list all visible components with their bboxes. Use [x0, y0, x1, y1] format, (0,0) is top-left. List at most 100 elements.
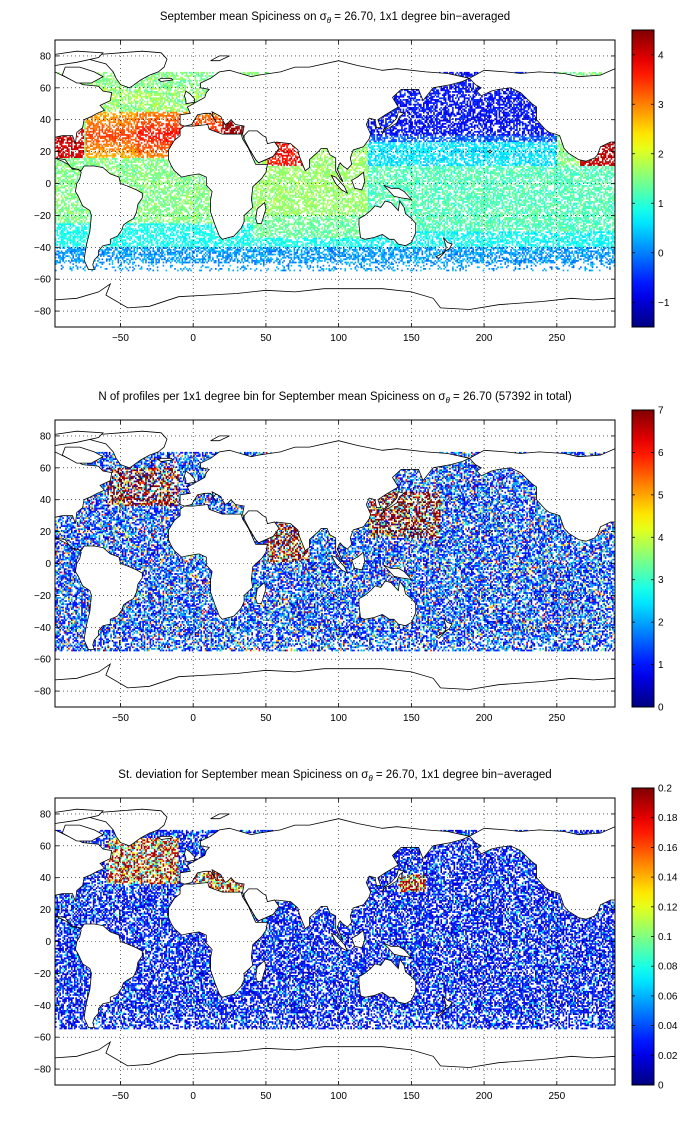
heatmap-cell [431, 121, 434, 124]
heatmap-cell [153, 87, 156, 90]
heatmap-cell [396, 121, 399, 124]
heatmap-cell [527, 132, 530, 135]
heatmap-cell [447, 95, 450, 98]
heatmap-cell [156, 121, 159, 124]
heatmap-cell [174, 130, 176, 133]
heatmap-cell [119, 138, 121, 141]
heatmap-cell [185, 75, 188, 77]
heatmap-cell [452, 91, 454, 93]
heatmap-cell [373, 124, 376, 127]
heatmap-cell [551, 140, 553, 143]
heatmap-cell [386, 129, 389, 132]
heatmap-cell [452, 95, 454, 98]
heatmap-cell [485, 110, 488, 112]
heatmap-cell [233, 129, 236, 132]
heatmap-cell [530, 134, 533, 136]
heatmap-cell [489, 98, 492, 101]
heatmap-cell [463, 95, 466, 98]
heatmap-cell [155, 111, 157, 114]
heatmap-cell [513, 132, 515, 135]
heatmap-cell [159, 81, 162, 84]
heatmap-cell [411, 106, 413, 109]
heatmap-cell [494, 122, 496, 125]
heatmap-cell [479, 105, 482, 108]
heatmap-cell [409, 142, 412, 144]
heatmap-cell [505, 143, 508, 146]
heatmap-cell [193, 71, 195, 74]
heatmap-cell [127, 121, 130, 124]
heatmap-cell [167, 86, 169, 88]
heatmap-cell [452, 94, 454, 96]
heatmap-cell [155, 79, 157, 82]
heatmap-cell [113, 148, 115, 151]
heatmap-cell [286, 143, 288, 146]
heatmap-cell [108, 86, 111, 88]
heatmap-cell [408, 100, 411, 103]
heatmap-cell [459, 83, 461, 85]
heatmap-cell [444, 126, 447, 128]
heatmap-cell [443, 102, 445, 104]
heatmap-cell [444, 122, 447, 125]
heatmap-cell [101, 83, 104, 85]
heatmap-cell [449, 95, 451, 98]
heatmap-cell [465, 84, 467, 87]
heatmap-cell [546, 142, 549, 144]
heatmap-cell [401, 100, 403, 103]
heatmap-cell [492, 105, 495, 108]
heatmap-cell [167, 113, 169, 116]
heatmap-cell [414, 110, 416, 112]
heatmap-cell [129, 119, 131, 122]
heatmap-cell [440, 138, 443, 141]
heatmap-cell [498, 134, 501, 136]
heatmap-cell [457, 84, 460, 87]
heatmap-cell [201, 87, 204, 90]
heatmap-cell [492, 148, 495, 151]
heatmap-cell [476, 105, 479, 108]
heatmap-cell [511, 102, 514, 104]
heatmap-cell [440, 116, 443, 119]
heatmap-cell [447, 97, 450, 100]
heatmap-cell [395, 98, 397, 101]
heatmap-cell [423, 110, 425, 112]
heatmap-cell [505, 111, 508, 114]
heatmap-cell [603, 145, 605, 147]
heatmap-cell [133, 138, 136, 141]
heatmap-cell [503, 114, 505, 117]
heatmap-cell [529, 135, 531, 138]
heatmap-cell [143, 91, 146, 93]
heatmap-cell [164, 102, 166, 104]
heatmap-cell [92, 130, 95, 133]
heatmap-cell [497, 92, 499, 95]
heatmap-cell [108, 100, 111, 103]
heatmap-cell [510, 111, 512, 114]
heatmap-cell [393, 111, 396, 114]
heatmap-cell [519, 103, 521, 106]
heatmap-cell [159, 92, 162, 95]
heatmap-cell [466, 137, 469, 139]
heatmap-cell [453, 100, 456, 103]
heatmap-cell [478, 94, 480, 96]
heatmap-cell [519, 105, 521, 108]
heatmap-cell [398, 97, 400, 100]
heatmap-cell [459, 138, 461, 141]
heatmap-cell [233, 127, 236, 130]
heatmap-cell [98, 127, 101, 130]
heatmap-cell [114, 146, 117, 149]
heatmap-cell [491, 134, 493, 136]
heatmap-cell [514, 98, 517, 101]
heatmap-cell [191, 86, 194, 88]
heatmap-cell [121, 137, 124, 139]
heatmap-cell [401, 114, 403, 117]
heatmap-cell [124, 108, 127, 111]
heatmap-cell [457, 83, 460, 85]
heatmap-cell [603, 148, 605, 151]
heatmap-cell [68, 137, 70, 139]
heatmap-cell [425, 135, 428, 138]
heatmap-cell [488, 100, 491, 103]
heatmap-cell [139, 102, 141, 104]
heatmap-cell [62, 135, 64, 138]
heatmap-cell [98, 81, 101, 84]
heatmap-cell [485, 146, 488, 149]
heatmap-cell [177, 100, 179, 103]
heatmap-cell [97, 71, 99, 74]
